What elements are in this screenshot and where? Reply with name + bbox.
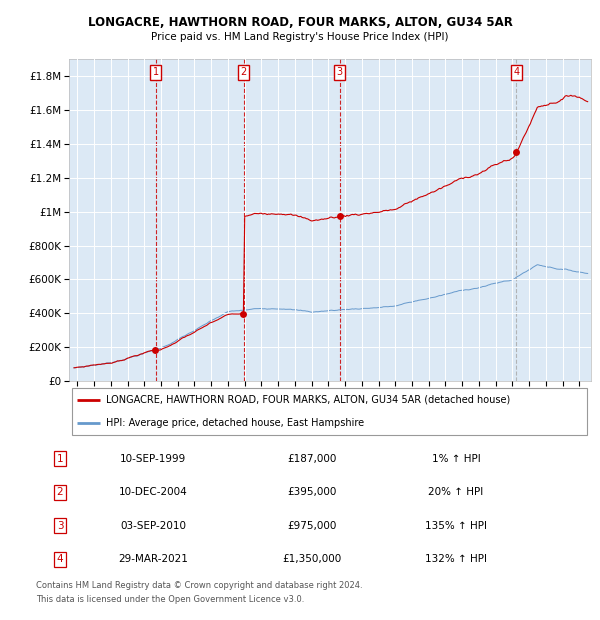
Text: HPI: Average price, detached house, East Hampshire: HPI: Average price, detached house, East… bbox=[106, 418, 364, 428]
Text: 4: 4 bbox=[514, 68, 520, 78]
Text: 2: 2 bbox=[56, 487, 64, 497]
Text: 4: 4 bbox=[56, 554, 64, 564]
Text: 10-DEC-2004: 10-DEC-2004 bbox=[119, 487, 187, 497]
Text: 10-SEP-1999: 10-SEP-1999 bbox=[120, 454, 186, 464]
Text: Price paid vs. HM Land Registry's House Price Index (HPI): Price paid vs. HM Land Registry's House … bbox=[151, 32, 449, 42]
Text: 20% ↑ HPI: 20% ↑ HPI bbox=[428, 487, 484, 497]
Text: Contains HM Land Registry data © Crown copyright and database right 2024.: Contains HM Land Registry data © Crown c… bbox=[36, 581, 362, 590]
Text: 1% ↑ HPI: 1% ↑ HPI bbox=[431, 454, 481, 464]
Text: £1,350,000: £1,350,000 bbox=[283, 554, 341, 564]
Text: 2: 2 bbox=[241, 68, 247, 78]
Text: 135% ↑ HPI: 135% ↑ HPI bbox=[425, 521, 487, 531]
Text: This data is licensed under the Open Government Licence v3.0.: This data is licensed under the Open Gov… bbox=[36, 595, 304, 604]
Text: 1: 1 bbox=[153, 68, 159, 78]
Text: 3: 3 bbox=[56, 521, 64, 531]
Text: £975,000: £975,000 bbox=[287, 521, 337, 531]
Text: LONGACRE, HAWTHORN ROAD, FOUR MARKS, ALTON, GU34 5AR: LONGACRE, HAWTHORN ROAD, FOUR MARKS, ALT… bbox=[88, 16, 512, 29]
Text: 132% ↑ HPI: 132% ↑ HPI bbox=[425, 554, 487, 564]
Text: 3: 3 bbox=[337, 68, 343, 78]
Text: 1: 1 bbox=[56, 454, 64, 464]
FancyBboxPatch shape bbox=[71, 388, 587, 435]
Text: £187,000: £187,000 bbox=[287, 454, 337, 464]
Text: 29-MAR-2021: 29-MAR-2021 bbox=[118, 554, 188, 564]
Text: £395,000: £395,000 bbox=[287, 487, 337, 497]
Text: LONGACRE, HAWTHORN ROAD, FOUR MARKS, ALTON, GU34 5AR (detached house): LONGACRE, HAWTHORN ROAD, FOUR MARKS, ALT… bbox=[106, 395, 510, 405]
Text: 03-SEP-2010: 03-SEP-2010 bbox=[120, 521, 186, 531]
